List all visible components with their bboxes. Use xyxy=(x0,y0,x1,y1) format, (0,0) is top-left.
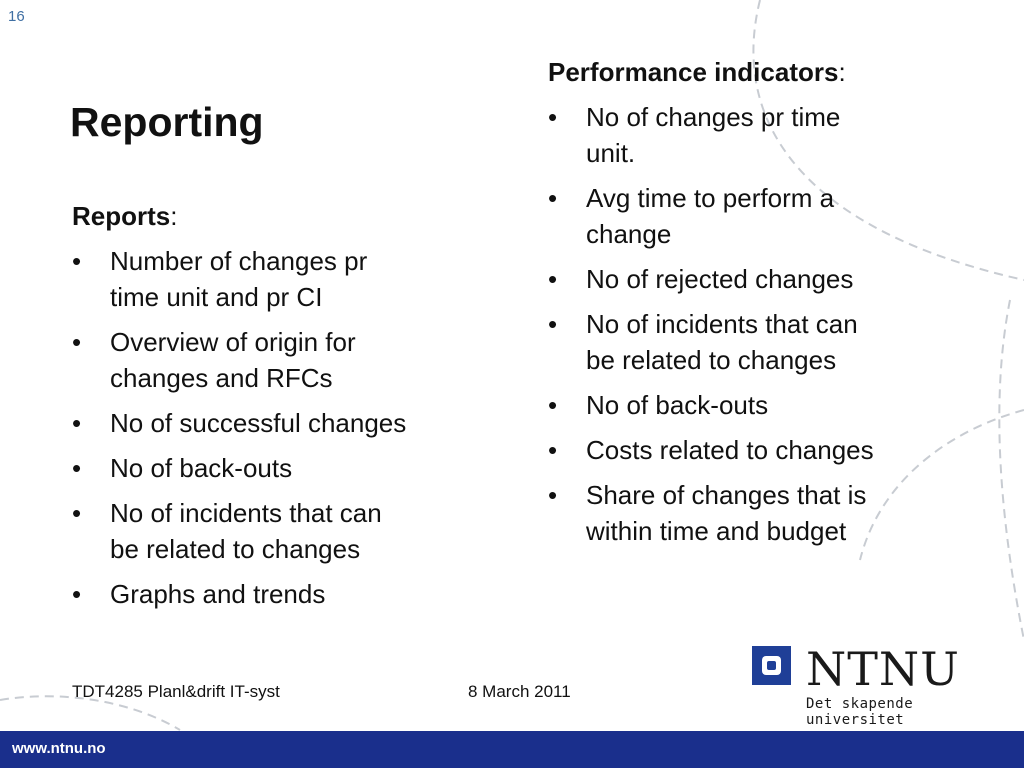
performance-heading: Performance indicators: xyxy=(548,57,846,87)
performance-list: • No of changes pr time unit. • Avg time to… xyxy=(548,99,948,549)
list-item: • Graphs and trends xyxy=(72,576,482,612)
performance-section: Performance indicators: • No of changes p… xyxy=(548,54,948,549)
list-item: • Avg time to perform a change xyxy=(548,180,948,252)
footer-date: 8 March 2011 xyxy=(468,682,571,701)
bullet-icon: • xyxy=(548,102,558,132)
bullet-icon: • xyxy=(72,408,82,438)
bullet-icon: • xyxy=(72,579,82,609)
list-item: • Costs related to changes xyxy=(548,432,948,468)
reports-heading: Reports: xyxy=(72,201,178,231)
footer-url[interactable]: www.ntnu.no xyxy=(12,740,106,757)
ntnu-logo-icon xyxy=(752,646,791,685)
bullet-icon: • xyxy=(72,498,82,528)
list-item: • Overview of origin for changes and RFCs xyxy=(72,324,482,396)
bullet-icon: • xyxy=(548,390,558,420)
logo-tagline: Det skapende universitet xyxy=(806,696,914,728)
list-item: • No of back-outs xyxy=(72,450,482,486)
list-item: • No of incidents that can be related to c… xyxy=(72,495,482,567)
bullet-icon: • xyxy=(548,309,558,339)
list-item: • Number of changes pr time unit and pr CI xyxy=(72,243,482,315)
ntnu-logo: NTNU Det skapende universitet xyxy=(752,642,1002,728)
list-item: • No of incidents that can be related to c… xyxy=(548,306,948,378)
list-item: • No of rejected changes xyxy=(548,261,948,297)
logo-wordmark: NTNU xyxy=(806,642,960,696)
bullet-icon: • xyxy=(72,246,82,276)
list-item: • Share of changes that is within time and… xyxy=(548,477,948,549)
reports-list: • Number of changes pr time unit and pr CI… xyxy=(72,243,482,612)
slide-title: Reporting xyxy=(70,99,264,145)
bullet-icon: • xyxy=(548,264,558,294)
list-item: • No of changes pr time unit. xyxy=(548,99,948,171)
list-item: • No of successful changes xyxy=(72,405,482,441)
reports-section: Reports: • Number of changes pr time unit … xyxy=(72,198,482,612)
bullet-icon: • xyxy=(548,183,558,213)
list-item: • No of back-outs xyxy=(548,387,948,423)
footer-bar: www.ntnu.no xyxy=(0,731,1024,768)
bullet-icon: • xyxy=(548,435,558,465)
bullet-icon: • xyxy=(72,327,82,357)
footer-course: TDT4285 Planl&drift IT-syst xyxy=(72,682,280,701)
bullet-icon: • xyxy=(548,480,558,510)
slide-number: 16 xyxy=(8,8,25,25)
bullet-icon: • xyxy=(72,453,82,483)
